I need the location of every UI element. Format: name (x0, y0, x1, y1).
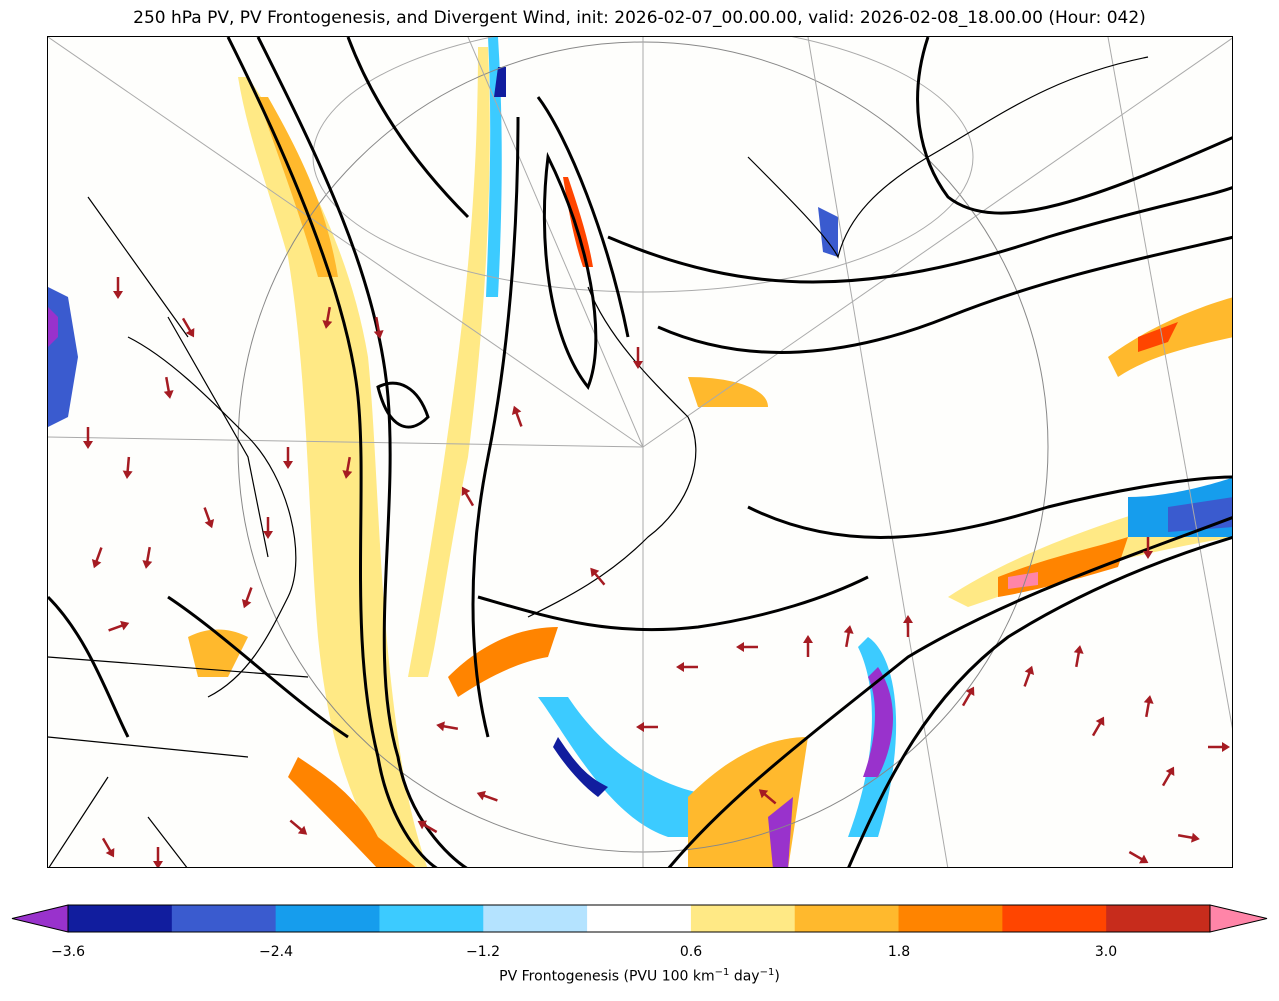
wind-vector-arrow (263, 517, 273, 539)
wind-vector-arrow (108, 620, 130, 632)
wind-vector-arrow (163, 376, 174, 399)
colorbar-segment (1002, 905, 1107, 932)
label-text: day (729, 968, 760, 985)
colorbar-tick: 0.6 (679, 944, 703, 960)
colorbar-under-arrow (11, 904, 69, 933)
colorbar-segment (275, 905, 380, 932)
label-exponent: −1 (714, 967, 730, 978)
wind-vector-arrow (91, 547, 103, 569)
colorbar-segment (898, 905, 1003, 932)
wind-vector-arrow (1177, 832, 1200, 843)
wind-vector-arrow (1143, 537, 1153, 559)
wind-vector-arrow (283, 447, 293, 469)
wind-vector-arrow (83, 427, 93, 449)
wind-vector-arrow (961, 686, 975, 707)
wind-vector-arrow (1091, 716, 1105, 737)
colorbar-segment (483, 905, 588, 932)
colorbar-tick: −3.6 (51, 944, 85, 960)
map-canvas (48, 37, 1232, 867)
wind-vector-arrow (436, 721, 459, 732)
colorbar-segment (690, 905, 796, 932)
wind-vector-arrow (322, 306, 333, 329)
wind-vector-arrow (590, 567, 606, 586)
wind-vector-arrow (476, 790, 498, 802)
wind-vector-arrow (803, 635, 813, 657)
colorbar-tick: −2.4 (259, 944, 293, 960)
label-exponent: −1 (759, 967, 775, 978)
colorbar-segment (68, 905, 173, 932)
colorbar-segment (171, 905, 277, 932)
colorbar (0, 895, 1279, 995)
colorbar-tick: 1.8 (887, 944, 911, 960)
divergent-wind-vectors (83, 277, 1230, 867)
wind-vector-arrow (1128, 850, 1149, 864)
wind-vector-arrow (101, 837, 115, 858)
wind-vector-arrow (373, 316, 384, 339)
graticule (48, 37, 1232, 867)
label-text: ) (774, 968, 780, 985)
wind-vector-arrow (417, 820, 438, 834)
frontogenesis-fill (48, 37, 1232, 867)
colorbar-label: PV Frontogenesis (PVU 100 km−1 day−1) (0, 967, 1279, 985)
colorbar-tick: −1.2 (466, 944, 500, 960)
wind-vector-arrow (461, 486, 475, 507)
wind-vector-arrow (142, 546, 153, 569)
wind-vector-arrow (1143, 695, 1154, 718)
wind-vector-arrow (1208, 742, 1230, 752)
colorbar-segment (379, 905, 484, 932)
wind-vector-arrow (1161, 766, 1175, 787)
map-panel (47, 36, 1233, 868)
wind-vector-arrow (676, 662, 698, 672)
wind-vector-arrow (203, 507, 215, 529)
wind-vector-arrow (241, 587, 253, 609)
pv-contours (48, 37, 1232, 867)
label-text: PV Frontogenesis (PVU 100 km (499, 968, 715, 985)
wind-vector-arrow (342, 456, 353, 479)
wind-vector-arrow (636, 722, 658, 732)
wind-vector-arrow (122, 456, 133, 479)
wind-vector-arrow (181, 317, 195, 338)
wind-vector-arrow (153, 847, 163, 867)
map-title: 250 hPa PV, PV Frontogenesis, and Diverg… (133, 8, 1146, 28)
colorbar-segment (794, 905, 900, 932)
wind-vector-arrow (633, 347, 643, 369)
wind-vector-arrow (736, 642, 758, 652)
wind-vector-arrow (511, 405, 523, 427)
wind-vector-arrow (1023, 665, 1035, 687)
colorbar-tick: 3.0 (1094, 944, 1118, 960)
wind-vector-arrow (843, 625, 854, 648)
colorbar-segment (587, 905, 692, 932)
wind-vector-arrow (758, 789, 777, 805)
colorbar-over-arrow (1209, 904, 1268, 933)
colorbar-bar (11, 904, 1268, 933)
wind-vector-arrow (113, 277, 123, 299)
colorbar-segment (1106, 905, 1211, 932)
wind-vector-arrow (1073, 645, 1084, 668)
wind-vector-arrow (289, 819, 308, 835)
coastlines (48, 56, 1149, 867)
wind-vector-arrow (903, 615, 913, 637)
